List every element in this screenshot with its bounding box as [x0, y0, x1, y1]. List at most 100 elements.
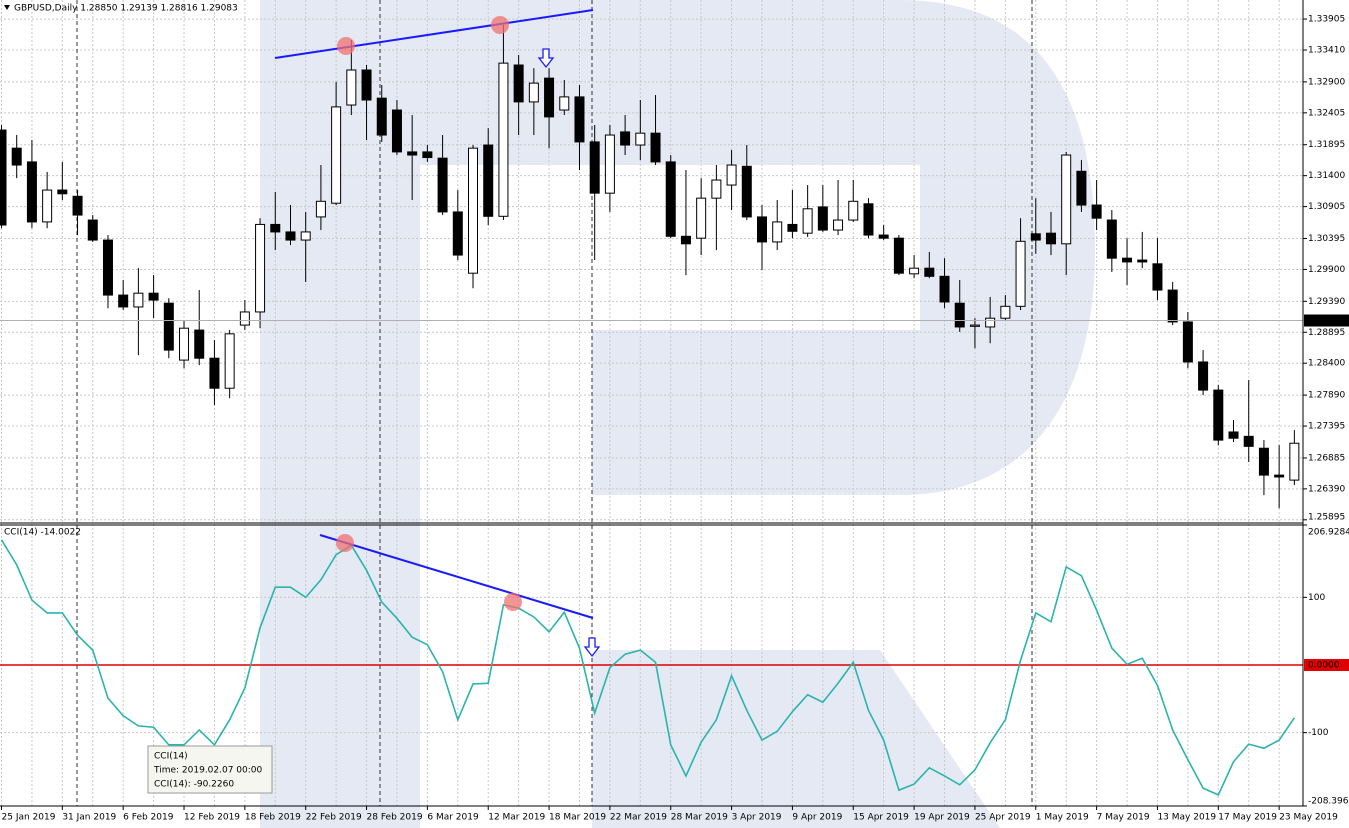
candle-body [422, 151, 433, 159]
y-tick-label: 1.33410 [1308, 46, 1345, 56]
x-tick-label: 22 Mar 2019 [610, 813, 667, 823]
trend-line [319, 534, 594, 619]
x-tick-label: 22 Feb 2019 [306, 813, 362, 823]
candle-body [544, 77, 555, 118]
x-tick-label: 12 Feb 2019 [184, 813, 240, 823]
tooltip-line: Time: 2019.02.07 00:00 [153, 766, 263, 776]
annotations [274, 9, 601, 658]
candle-body [468, 147, 479, 274]
candle-body [939, 275, 950, 303]
candle-body [255, 223, 266, 313]
level-label-box [1304, 659, 1349, 672]
candle-body [346, 69, 357, 106]
candle-body [163, 302, 174, 351]
candle-body [1076, 170, 1087, 206]
candle-body [680, 235, 691, 245]
peak-marker [337, 37, 355, 55]
tooltip: CCI(14) Time: 2019.02.07 00:00 CCI(14): … [147, 745, 273, 794]
candle-body [696, 197, 707, 239]
y-tick-label: 1.28895 [1308, 328, 1345, 338]
watermark-leg [592, 650, 1000, 828]
candle-body [559, 96, 570, 111]
candle-body [72, 195, 83, 216]
candle-body [1167, 289, 1178, 323]
candle-body [498, 62, 509, 217]
x-tick-label: 15 Apr 2019 [853, 813, 909, 823]
x-tick-label: 18 Mar 2019 [549, 813, 606, 823]
candle-body [57, 189, 68, 195]
y-tick-label: 1.29390 [1308, 297, 1345, 307]
candle-body [635, 132, 646, 146]
candle-body [513, 64, 524, 103]
candle-body [26, 161, 37, 223]
peak-marker [504, 593, 522, 611]
candle-body [787, 223, 798, 232]
candle-body [133, 292, 144, 308]
x-tick-label: 13 May 2019 [1157, 813, 1216, 823]
y-tick-label: 1.30905 [1308, 202, 1345, 212]
y-tick-label: 1.31400 [1308, 171, 1345, 181]
candle-body [437, 157, 448, 213]
x-tick-label: 28 Mar 2019 [671, 813, 728, 823]
y-tick-label: -100 [1308, 728, 1329, 738]
y-tick-label: 1.31895 [1308, 140, 1345, 150]
y-tick-label: 1.29900 [1308, 265, 1345, 275]
x-tick-label: 12 Mar 2019 [488, 813, 545, 823]
x-tick-label: 9 Apr 2019 [792, 813, 842, 823]
candle-body [665, 161, 676, 237]
x-tick-label: 18 Feb 2019 [245, 813, 301, 823]
candle-body [1000, 305, 1011, 319]
last-price-box [1304, 314, 1349, 327]
peak-marker [491, 16, 509, 34]
candle-body [893, 237, 904, 274]
candle-body [650, 132, 661, 163]
candle-body [407, 151, 418, 156]
signal-arrow [537, 48, 555, 69]
candle-body [757, 216, 767, 243]
candle-body [1091, 204, 1102, 219]
x-tick-label: 25 Apr 2019 [975, 813, 1031, 823]
x-tick-label: 17 May 2019 [1218, 813, 1277, 823]
candle-body [391, 109, 402, 153]
candle-body [1061, 154, 1072, 245]
candle-body [209, 357, 220, 389]
candle-body [179, 327, 190, 361]
signal-arrow [583, 637, 601, 658]
candle-body [878, 234, 889, 239]
y-tick-label: 1.32405 [1308, 108, 1345, 118]
candle-body [331, 106, 342, 204]
candle-body [863, 203, 874, 236]
candle-body [985, 317, 996, 328]
x-tick-label: 25 Jan 2019 [2, 813, 56, 823]
candle-body [148, 292, 159, 301]
y-tick-label: 206.9284 [1308, 528, 1349, 538]
candle-body [833, 219, 844, 231]
candle-body [726, 164, 737, 186]
x-tick-label: 6 Mar 2019 [427, 813, 479, 823]
candle-body [194, 329, 205, 359]
candle-body [0, 129, 7, 226]
candle-body [42, 189, 53, 223]
candle-body [741, 165, 752, 218]
candle-body [224, 333, 235, 389]
axes: 25 Jan 2019 31 Jan 2019 6 Feb 2019 12 Feb 2… [1, 15, 1349, 823]
tooltip-line: CCI(14): -90.2260 [154, 780, 234, 790]
candle-body [711, 179, 722, 199]
x-tick-label: 23 May 2019 [1279, 813, 1338, 823]
candle-body [1274, 474, 1285, 478]
candle-body [589, 141, 600, 194]
candle-body [1289, 442, 1300, 481]
y-tick-label: 100 [1308, 593, 1325, 603]
x-tick-label: 1 May 2019 [1036, 813, 1089, 823]
candle-body [1213, 389, 1224, 441]
candle-body [924, 267, 935, 277]
y-tick-label: 1.27890 [1308, 391, 1345, 401]
candle-body [1152, 263, 1163, 291]
candle-body [848, 200, 859, 221]
candle-body [620, 131, 631, 146]
candle-body [315, 200, 326, 218]
candle-body [361, 69, 372, 101]
candle-body [604, 134, 615, 194]
y-tick-label: 1.26390 [1308, 484, 1345, 494]
candle-body [1258, 447, 1269, 476]
